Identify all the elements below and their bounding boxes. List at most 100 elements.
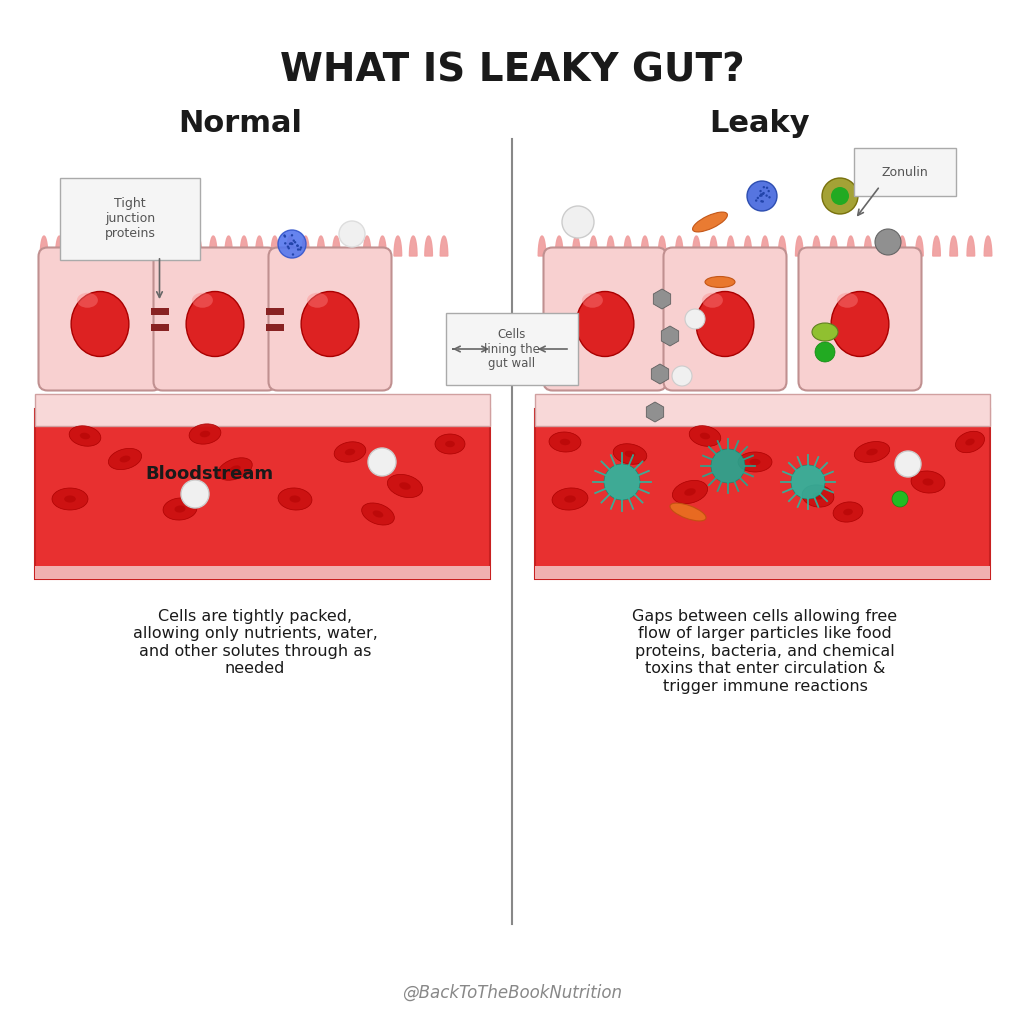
FancyBboxPatch shape xyxy=(544,248,667,390)
Circle shape xyxy=(292,242,295,245)
Polygon shape xyxy=(194,237,202,256)
Circle shape xyxy=(289,243,291,246)
Circle shape xyxy=(762,185,765,187)
Ellipse shape xyxy=(163,498,197,520)
Circle shape xyxy=(815,342,835,362)
Circle shape xyxy=(756,195,759,197)
Ellipse shape xyxy=(625,451,636,458)
Circle shape xyxy=(756,188,758,191)
Ellipse shape xyxy=(52,488,88,510)
Polygon shape xyxy=(967,237,975,256)
Polygon shape xyxy=(55,237,63,256)
Polygon shape xyxy=(813,237,820,256)
Ellipse shape xyxy=(552,487,588,510)
Bar xyxy=(535,394,990,426)
Polygon shape xyxy=(984,237,992,256)
Circle shape xyxy=(562,206,594,238)
Ellipse shape xyxy=(812,323,838,341)
Polygon shape xyxy=(624,237,632,256)
Circle shape xyxy=(280,239,282,241)
Bar xyxy=(35,409,490,418)
Ellipse shape xyxy=(866,449,878,456)
Ellipse shape xyxy=(279,488,312,510)
Circle shape xyxy=(746,181,777,211)
Circle shape xyxy=(278,230,306,258)
Circle shape xyxy=(761,194,764,197)
Ellipse shape xyxy=(218,458,252,480)
Bar xyxy=(35,566,490,579)
Ellipse shape xyxy=(613,443,647,464)
Polygon shape xyxy=(796,237,803,256)
Polygon shape xyxy=(692,237,700,256)
Ellipse shape xyxy=(834,502,863,522)
Text: Cells are tightly packed,
allowing only nutrients, water,
and other solutes thro: Cells are tightly packed, allowing only … xyxy=(132,609,378,676)
Ellipse shape xyxy=(692,212,727,232)
Ellipse shape xyxy=(399,482,411,489)
Circle shape xyxy=(895,451,921,477)
Circle shape xyxy=(293,241,295,243)
Ellipse shape xyxy=(684,488,695,496)
Circle shape xyxy=(672,366,692,386)
Ellipse shape xyxy=(854,441,890,463)
Circle shape xyxy=(291,242,294,245)
FancyBboxPatch shape xyxy=(39,248,162,390)
Polygon shape xyxy=(658,237,666,256)
Text: Normal: Normal xyxy=(178,109,302,138)
Polygon shape xyxy=(71,237,79,256)
Ellipse shape xyxy=(673,480,708,504)
Ellipse shape xyxy=(80,433,90,439)
Polygon shape xyxy=(348,237,355,256)
Polygon shape xyxy=(847,237,855,256)
FancyBboxPatch shape xyxy=(799,248,922,390)
Ellipse shape xyxy=(445,440,455,447)
Polygon shape xyxy=(256,237,263,256)
Ellipse shape xyxy=(186,292,244,356)
Polygon shape xyxy=(132,237,140,256)
Ellipse shape xyxy=(549,432,581,452)
FancyBboxPatch shape xyxy=(446,313,578,385)
Circle shape xyxy=(685,309,705,329)
Ellipse shape xyxy=(911,471,945,494)
Polygon shape xyxy=(241,237,248,256)
Text: Zonulin: Zonulin xyxy=(882,166,929,178)
FancyBboxPatch shape xyxy=(154,248,276,390)
Polygon shape xyxy=(178,237,186,256)
Polygon shape xyxy=(898,237,906,256)
Bar xyxy=(535,409,990,418)
Ellipse shape xyxy=(290,496,300,503)
Ellipse shape xyxy=(577,292,634,356)
Polygon shape xyxy=(651,364,669,384)
Polygon shape xyxy=(147,237,156,256)
Bar xyxy=(35,394,490,426)
Bar xyxy=(151,324,169,331)
Ellipse shape xyxy=(191,293,213,308)
Polygon shape xyxy=(829,237,838,256)
Circle shape xyxy=(368,449,396,476)
Ellipse shape xyxy=(334,441,366,462)
Circle shape xyxy=(181,480,209,508)
Ellipse shape xyxy=(966,438,975,445)
Polygon shape xyxy=(394,237,401,256)
Polygon shape xyxy=(555,237,563,256)
Polygon shape xyxy=(882,237,889,256)
Text: WHAT IS LEAKY GUT?: WHAT IS LEAKY GUT? xyxy=(280,52,744,90)
Polygon shape xyxy=(915,237,924,256)
Circle shape xyxy=(874,229,901,255)
Ellipse shape xyxy=(750,459,761,465)
Ellipse shape xyxy=(109,449,141,470)
Ellipse shape xyxy=(670,503,706,521)
Polygon shape xyxy=(425,237,432,256)
Bar xyxy=(535,409,990,579)
Circle shape xyxy=(760,195,762,198)
Ellipse shape xyxy=(705,276,735,288)
Polygon shape xyxy=(676,237,683,256)
Ellipse shape xyxy=(200,431,210,437)
Polygon shape xyxy=(40,237,48,256)
Ellipse shape xyxy=(699,433,710,439)
Polygon shape xyxy=(333,237,340,256)
FancyBboxPatch shape xyxy=(60,178,200,260)
Polygon shape xyxy=(317,237,325,256)
Ellipse shape xyxy=(564,496,575,503)
Ellipse shape xyxy=(345,449,355,456)
Ellipse shape xyxy=(70,426,100,446)
